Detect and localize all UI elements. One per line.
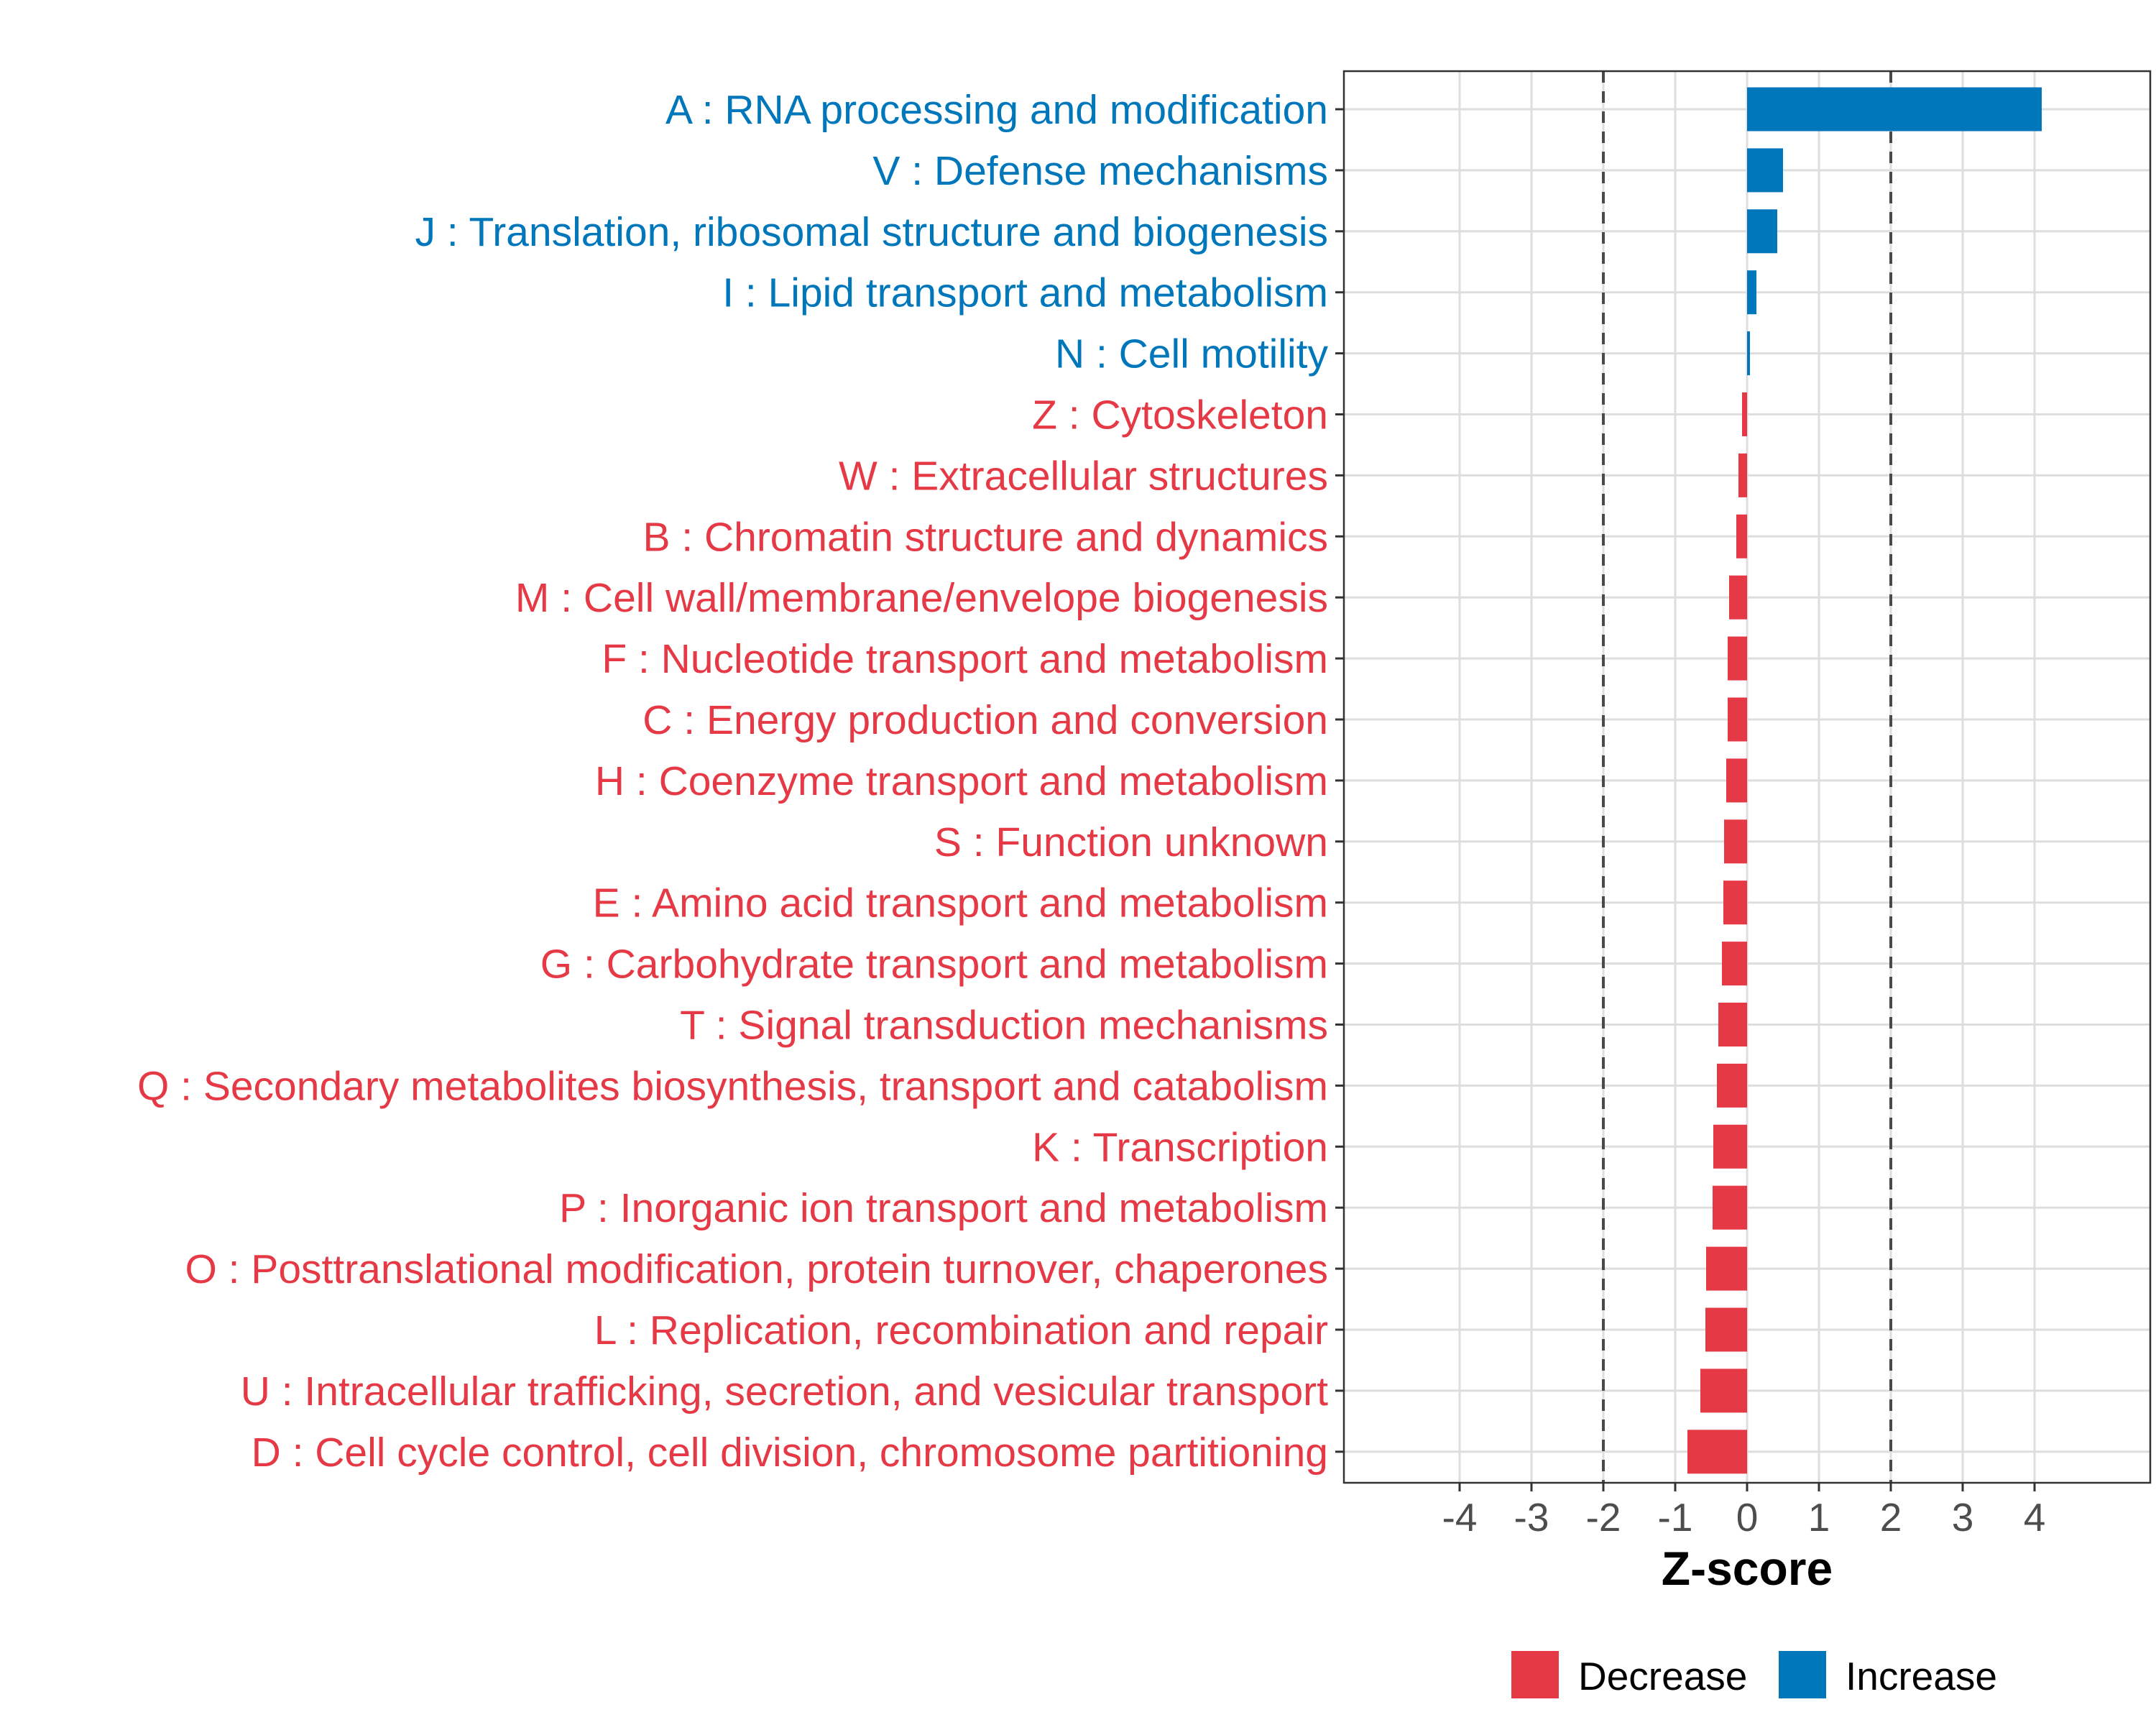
x-tick-label: 4 [2024, 1495, 2046, 1540]
reference-lines [1602, 71, 1892, 1483]
bar [1747, 270, 1756, 315]
category-label: W : Extracellular structures [839, 453, 1328, 499]
x-axis-title: Z-score [1662, 1542, 1833, 1595]
x-axis: -4 -3 -2 -1 0 1 2 3 4 [1442, 1483, 2046, 1540]
bar [1724, 819, 1747, 864]
category-label: Q : Secondary metabolites biosynthesis, … [137, 1063, 1328, 1109]
category-label: V : Defense mechanisms [872, 148, 1328, 194]
bar [1747, 148, 1783, 193]
legend-label: Increase [1846, 1654, 1997, 1698]
category-label: F : Nucleotide transport and metabolism [602, 636, 1328, 682]
bar [1687, 1430, 1747, 1474]
x-tick-label: 2 [1880, 1495, 1902, 1540]
legend-swatch [1511, 1651, 1559, 1698]
category-label: G : Carbohydrate transport and metabolis… [540, 942, 1328, 988]
x-tick-label: 0 [1736, 1495, 1759, 1540]
bar [1747, 331, 1750, 376]
category-label: Z : Cytoskeleton [1032, 392, 1328, 438]
bar [1729, 575, 1747, 620]
x-tick-label: 3 [1952, 1495, 1974, 1540]
bar [1726, 758, 1747, 803]
bar [1722, 942, 1747, 986]
bar [1700, 1368, 1747, 1413]
category-label: U : Intracellular trafficking, secretion… [241, 1368, 1328, 1414]
category-label: P : Inorganic ion transport and metaboli… [559, 1185, 1328, 1231]
bar [1728, 697, 1747, 742]
category-label: E : Amino acid transport and metabolism [593, 880, 1328, 926]
x-tick-label: -4 [1442, 1495, 1478, 1540]
category-label: C : Energy production and conversion [642, 697, 1328, 743]
bars [1687, 87, 2042, 1474]
bar [1713, 1185, 1747, 1230]
category-label: A : RNA processing and modification [665, 87, 1328, 133]
legend-swatch [1779, 1651, 1826, 1698]
bar [1706, 1246, 1747, 1291]
bar [1728, 636, 1747, 681]
category-label: O : Posttranslational modification, prot… [185, 1246, 1328, 1292]
category-label: I : Lipid transport and metabolism [722, 270, 1328, 316]
category-label: S : Function unknown [934, 819, 1328, 865]
bar [1723, 880, 1747, 925]
category-label: H : Coenzyme transport and metabolism [595, 758, 1328, 804]
category-label: M : Cell wall/membrane/envelope biogenes… [515, 575, 1328, 621]
x-tick-label: -3 [1514, 1495, 1549, 1540]
bar [1736, 514, 1747, 558]
bar [1742, 392, 1747, 436]
category-label: J : Translation, ribosomal structure and… [415, 209, 1328, 255]
bar [1705, 1307, 1747, 1352]
x-tick-label: -1 [1658, 1495, 1693, 1540]
bar [1718, 1003, 1747, 1046]
legend-label: Decrease [1578, 1654, 1747, 1698]
category-axis: A : RNA processing and modification V : D… [137, 87, 1344, 1476]
x-tick-label: 1 [1808, 1495, 1830, 1540]
bar [1713, 1124, 1747, 1169]
bar [1717, 1063, 1747, 1108]
bar [1747, 87, 2042, 132]
bar [1738, 453, 1747, 497]
category-label: T : Signal transduction mechanisms [680, 1003, 1328, 1049]
legend: Decrease Increase [1511, 1651, 1997, 1698]
bar [1747, 209, 1777, 254]
x-tick-label: -2 [1586, 1495, 1621, 1540]
category-label: B : Chromatin structure and dynamics [642, 514, 1328, 560]
category-label: N : Cell motility [1055, 331, 1329, 377]
category-label: L : Replication, recombination and repai… [594, 1307, 1328, 1353]
category-label: K : Transcription [1032, 1124, 1328, 1170]
category-label: D : Cell cycle control, cell division, c… [252, 1430, 1328, 1476]
